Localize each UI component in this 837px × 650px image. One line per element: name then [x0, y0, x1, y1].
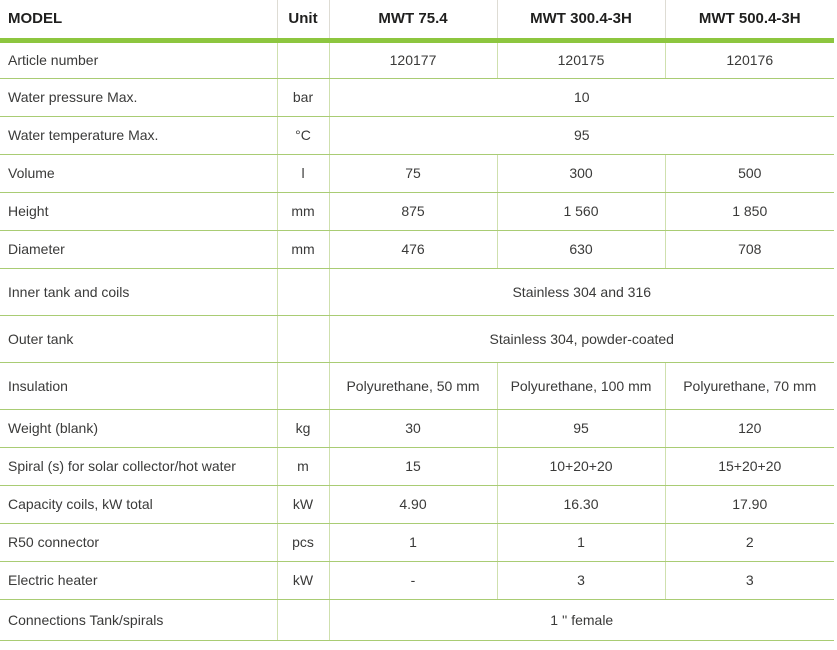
- row-value: Polyurethane, 70 mm: [665, 362, 834, 410]
- row-label: Water pressure Max.: [0, 78, 278, 117]
- row-unit: [277, 315, 330, 363]
- row-value-span: Stainless 304, powder-coated: [329, 315, 834, 363]
- row-value: 120: [665, 409, 834, 448]
- row-value: 1: [329, 523, 498, 562]
- row-value: 3: [665, 561, 834, 600]
- row-value: 120177: [329, 40, 498, 79]
- row-label: Volume: [0, 154, 278, 193]
- table-row-water-temperature: Water temperature Max. °C 95: [0, 116, 834, 155]
- row-value: 708: [665, 230, 834, 269]
- row-value: Polyurethane, 100 mm: [497, 362, 666, 410]
- row-value: 75: [329, 154, 498, 193]
- row-unit: l: [277, 154, 330, 193]
- row-value: 2: [665, 523, 834, 562]
- row-label: Weight (blank): [0, 409, 278, 448]
- row-unit: [277, 362, 330, 410]
- row-unit: kW: [277, 561, 330, 600]
- model-name-header-2: MWT 300.4-3H: [497, 0, 666, 43]
- row-unit: kW: [277, 485, 330, 524]
- row-value-span: 95: [329, 116, 834, 155]
- row-label: R50 connector: [0, 523, 278, 562]
- table-row-weight: Weight (blank) kg 30 95 120: [0, 409, 834, 448]
- row-value: 500: [665, 154, 834, 193]
- row-label: Outer tank: [0, 315, 278, 363]
- table-row-capacity-coils: Capacity coils, kW total kW 4.90 16.30 1…: [0, 485, 834, 524]
- header-row: MODEL Unit MWT 75.4 MWT 300.4-3H MWT 500…: [0, 0, 834, 43]
- row-value-span: Stainless 304 and 316: [329, 268, 834, 316]
- row-value: 630: [497, 230, 666, 269]
- row-value: 1: [497, 523, 666, 562]
- row-unit: [277, 268, 330, 316]
- table-row-height: Height mm 875 1 560 1 850: [0, 192, 834, 231]
- table-body: Article number 120177 120175 120176 Wate…: [0, 40, 834, 641]
- row-unit: mm: [277, 192, 330, 231]
- row-value: 120175: [497, 40, 666, 79]
- row-label: Article number: [0, 40, 278, 79]
- row-value: 30: [329, 409, 498, 448]
- row-value: 4.90: [329, 485, 498, 524]
- row-unit: [277, 599, 330, 641]
- row-label: Capacity coils, kW total: [0, 485, 278, 524]
- table-row-r50-connector: R50 connector pcs 1 1 2: [0, 523, 834, 562]
- row-value: -: [329, 561, 498, 600]
- table-row-electric-heater: Electric heater kW - 3 3: [0, 561, 834, 600]
- table-row-water-pressure: Water pressure Max. bar 10: [0, 78, 834, 117]
- row-label: Diameter: [0, 230, 278, 269]
- row-label: Insulation: [0, 362, 278, 410]
- row-value: 875: [329, 192, 498, 231]
- row-value: 300: [497, 154, 666, 193]
- row-value: 3: [497, 561, 666, 600]
- row-unit: °C: [277, 116, 330, 155]
- row-value: 10+20+20: [497, 447, 666, 486]
- row-label: Connections Tank/spirals: [0, 599, 278, 641]
- row-value: 15: [329, 447, 498, 486]
- table-row-outer-tank: Outer tank Stainless 304, powder-coated: [0, 315, 834, 363]
- row-unit: kg: [277, 409, 330, 448]
- row-value-span: 10: [329, 78, 834, 117]
- row-label: Spiral (s) for solar collector/hot water: [0, 447, 278, 486]
- row-label: Inner tank and coils: [0, 268, 278, 316]
- unit-column-header: Unit: [277, 0, 330, 43]
- row-unit: mm: [277, 230, 330, 269]
- row-value: 1 560: [497, 192, 666, 231]
- row-value: 476: [329, 230, 498, 269]
- row-value: Polyurethane, 50 mm: [329, 362, 498, 410]
- row-value-span: 1 '' female: [329, 599, 834, 641]
- table-header: MODEL Unit MWT 75.4 MWT 300.4-3H MWT 500…: [0, 0, 834, 43]
- table-row-article-number: Article number 120177 120175 120176: [0, 40, 834, 79]
- row-value: 95: [497, 409, 666, 448]
- row-value: 1 850: [665, 192, 834, 231]
- table-row-insulation: Insulation Polyurethane, 50 mm Polyureth…: [0, 362, 834, 410]
- row-value: 120176: [665, 40, 834, 79]
- table-row-volume: Volume l 75 300 500: [0, 154, 834, 193]
- row-label: Water temperature Max.: [0, 116, 278, 155]
- model-column-header: MODEL: [0, 0, 278, 43]
- table-row-spiral: Spiral (s) for solar collector/hot water…: [0, 447, 834, 486]
- model-name-header-1: MWT 75.4: [329, 0, 498, 43]
- table-row-inner-tank: Inner tank and coils Stainless 304 and 3…: [0, 268, 834, 316]
- row-unit: bar: [277, 78, 330, 117]
- row-unit: pcs: [277, 523, 330, 562]
- row-label: Height: [0, 192, 278, 231]
- row-value: 16.30: [497, 485, 666, 524]
- row-unit: m: [277, 447, 330, 486]
- row-label: Electric heater: [0, 561, 278, 600]
- row-value: 15+20+20: [665, 447, 834, 486]
- table-row-connections: Connections Tank/spirals 1 '' female: [0, 599, 834, 641]
- row-value: 17.90: [665, 485, 834, 524]
- row-unit: [277, 40, 330, 79]
- table-row-diameter: Diameter mm 476 630 708: [0, 230, 834, 269]
- model-name-header-3: MWT 500.4-3H: [665, 0, 834, 43]
